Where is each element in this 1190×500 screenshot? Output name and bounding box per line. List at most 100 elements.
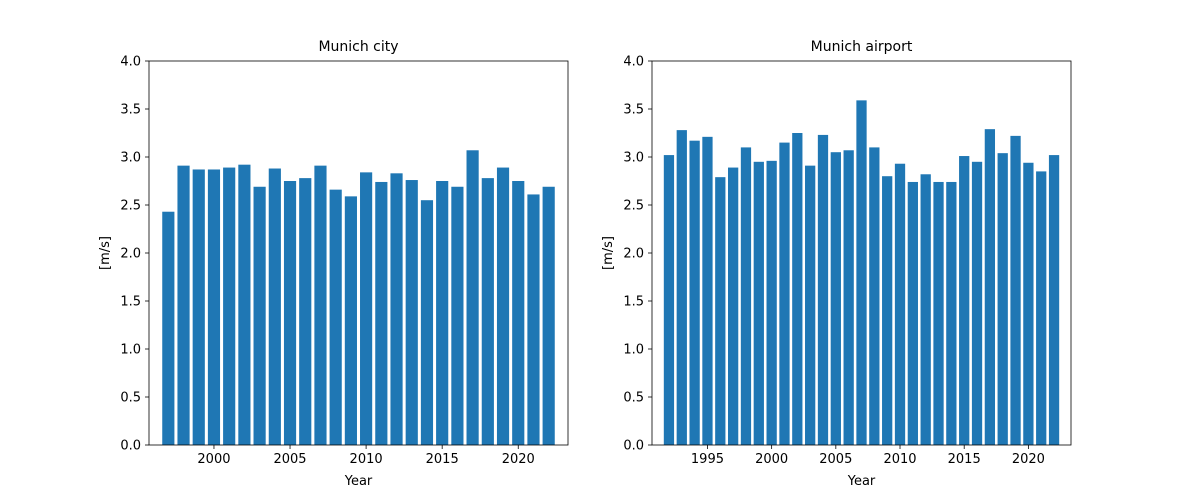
y-tick-label: 0.0 xyxy=(120,439,141,454)
bar-1996 xyxy=(715,177,726,445)
y-axis-ticks: 0.0 0.5 1.0 1.5 2.0 2.5 3.0 3.5 4.0 xyxy=(623,55,652,454)
bar-2022 xyxy=(542,186,555,445)
bar-2019 xyxy=(496,167,510,445)
y-tick-label: 3.5 xyxy=(120,103,141,118)
x-tick-label: 2005 xyxy=(273,452,306,467)
bar-1997 xyxy=(162,211,175,445)
y-tick-label: 2.0 xyxy=(623,247,644,262)
bar-2006 xyxy=(299,178,312,445)
y-tick-label: 1.0 xyxy=(623,343,644,358)
bar-1998 xyxy=(177,165,190,445)
y-tick-label: 1.5 xyxy=(623,295,644,310)
bar-2005 xyxy=(830,152,841,445)
y-tick-label: 4.0 xyxy=(120,55,141,70)
bar-2022 xyxy=(1048,155,1060,445)
bar-2016 xyxy=(451,186,464,445)
x-tick-label: 2020 xyxy=(502,452,535,467)
chart-munich-city: Munich city 2000 2005 2010 2015 2020 0.0 0.5 1… xyxy=(98,39,569,489)
bar-1995 xyxy=(702,136,713,445)
bar-2014 xyxy=(420,200,434,445)
x-tick-label: 2000 xyxy=(755,452,788,467)
bar-2004 xyxy=(817,134,829,446)
bar-2012 xyxy=(390,173,403,445)
bar-1999 xyxy=(192,169,205,446)
y-axis-label: [m/s] xyxy=(98,236,113,270)
bar-2004 xyxy=(268,168,281,445)
x-tick-label: 1995 xyxy=(691,452,724,467)
bar-2014 xyxy=(946,181,957,445)
x-tick-label: 2020 xyxy=(1012,452,1045,467)
bar-1999 xyxy=(753,161,764,446)
y-tick-label: 0.5 xyxy=(120,391,141,406)
chart-munich-airport: Munich airport 1995 2000 2005 2010 2015 2020 … xyxy=(601,39,1072,489)
bar-2010 xyxy=(894,163,906,445)
bar-2016 xyxy=(971,161,983,446)
bar-2009 xyxy=(344,196,357,445)
bar-2012 xyxy=(920,174,931,445)
bar-2005 xyxy=(283,181,297,445)
y-tick-label: 0.0 xyxy=(623,439,644,454)
x-axis-label: Year xyxy=(344,474,373,489)
bar-2007 xyxy=(856,100,867,446)
bar-1997 xyxy=(728,167,739,445)
bar-1994 xyxy=(689,140,700,445)
x-tick-label: 2010 xyxy=(883,452,916,467)
y-tick-label: 2.5 xyxy=(623,199,644,214)
bar-2013 xyxy=(405,180,418,446)
bar-2006 xyxy=(843,150,854,445)
y-tick-label: 3.0 xyxy=(623,151,644,166)
x-tick-label: 2015 xyxy=(426,452,459,467)
bar-2009 xyxy=(882,176,893,445)
y-axis-ticks: 0.0 0.5 1.0 1.5 2.0 2.5 3.0 3.5 4.0 xyxy=(120,55,149,454)
bar-2021 xyxy=(1036,171,1047,445)
x-axis-ticks: 1995 2000 2005 2010 2015 2020 xyxy=(691,445,1045,467)
x-tick-label: 2005 xyxy=(819,452,852,467)
x-tick-label: 2015 xyxy=(948,452,981,467)
bar-2000 xyxy=(207,169,221,446)
bar-2021 xyxy=(527,194,540,445)
bar-2019 xyxy=(1010,135,1021,445)
bar-2002 xyxy=(238,164,251,445)
y-axis-label: [m/s] xyxy=(601,236,616,270)
bar-1992 xyxy=(663,155,675,445)
y-tick-label: 2.5 xyxy=(120,199,141,214)
chart-title: Munich city xyxy=(318,39,398,55)
bar-group xyxy=(162,150,555,446)
x-axis-ticks: 2000 2005 2010 2015 2020 xyxy=(197,445,535,467)
y-tick-label: 2.0 xyxy=(120,247,141,262)
bar-2018 xyxy=(481,178,494,445)
y-tick-label: 4.0 xyxy=(623,55,644,70)
bar-2000 xyxy=(766,160,777,445)
chart-title: Munich airport xyxy=(811,39,913,55)
x-tick-label: 2000 xyxy=(197,452,230,467)
bar-2010 xyxy=(360,172,373,446)
bar-1998 xyxy=(740,147,752,445)
bar-2001 xyxy=(223,167,236,445)
y-tick-label: 3.5 xyxy=(623,103,644,118)
bar-2007 xyxy=(314,165,327,445)
bar-2008 xyxy=(869,147,880,445)
x-tick-label: 2010 xyxy=(350,452,383,467)
bar-1993 xyxy=(676,130,687,445)
bar-2017 xyxy=(466,150,479,445)
bar-2015 xyxy=(959,156,970,446)
bar-2011 xyxy=(907,181,918,445)
bar-2008 xyxy=(329,189,342,445)
y-tick-label: 1.5 xyxy=(120,295,141,310)
y-tick-label: 1.0 xyxy=(120,343,141,358)
bar-2013 xyxy=(933,181,944,445)
bar-2002 xyxy=(792,133,803,445)
y-tick-label: 3.0 xyxy=(120,151,141,166)
bar-2003 xyxy=(805,165,816,445)
bar-2003 xyxy=(253,186,266,445)
bar-2018 xyxy=(997,153,1008,445)
bar-2020 xyxy=(1023,162,1034,445)
bar-2001 xyxy=(779,142,790,445)
y-tick-label: 0.5 xyxy=(623,391,644,406)
bar-2011 xyxy=(375,181,388,445)
x-axis-label: Year xyxy=(847,474,876,489)
bar-2017 xyxy=(984,129,996,445)
bar-group xyxy=(663,100,1060,446)
bar-2020 xyxy=(512,181,525,445)
